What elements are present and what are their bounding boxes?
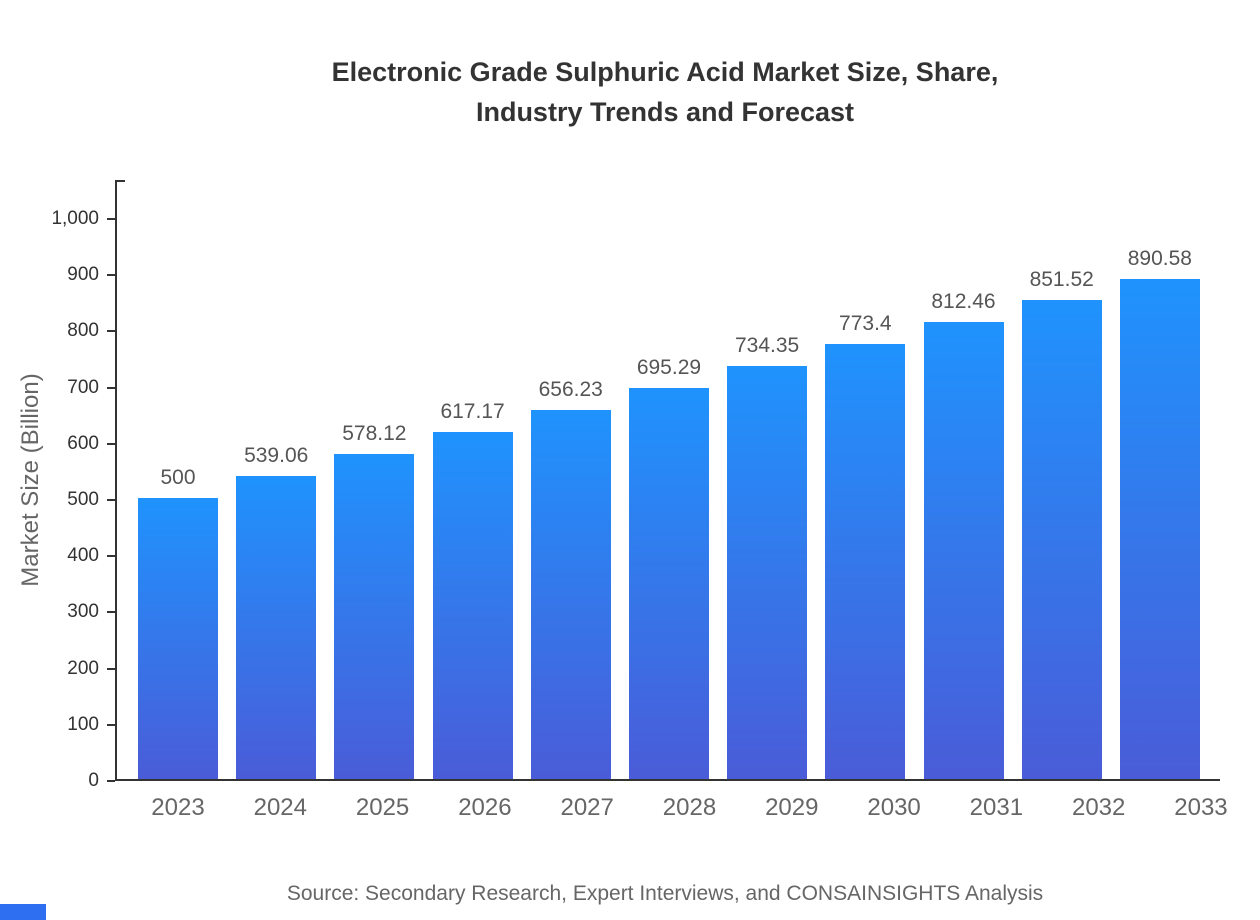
bar-slot: 890.58: [1119, 247, 1200, 779]
bottom-left-accent: [0, 904, 46, 920]
bar-slot: 578.12: [334, 422, 415, 779]
source-note: Source: Secondary Research, Expert Inter…: [286, 882, 1044, 905]
chart-title-line2: Industry Trends and Forecast: [475, 97, 855, 127]
bar: [923, 322, 1004, 779]
chart-title: Electronic Grade Sulphuric Acid Market S…: [80, 52, 1250, 132]
y-tick-label: 500: [67, 489, 99, 510]
y-tick-label: 100: [67, 713, 99, 735]
bar-value-label: 734.35: [735, 334, 800, 358]
bar: [530, 410, 611, 779]
y-tick-mark: [107, 667, 115, 670]
bar-value-label: 812.46: [931, 290, 996, 314]
x-axis-category-label: 2024: [253, 794, 307, 821]
bar: [825, 344, 906, 779]
bar-value-label: 617.17: [440, 400, 505, 424]
bar-slot: 851.52: [1021, 268, 1102, 779]
y-axis-line: [115, 180, 117, 781]
bar-slot: 812.46: [923, 290, 1004, 779]
y-tick-label: 300: [67, 601, 99, 623]
y-tick-mark: [107, 555, 115, 558]
bar-value-label: 890.58: [1127, 246, 1192, 270]
bar-slot: 617.17: [432, 400, 513, 779]
y-tick-mark: [107, 780, 115, 782]
y-tick-mark: [107, 499, 115, 501]
bar-value-label: 773.4: [839, 312, 892, 336]
bar: [727, 366, 808, 779]
bar-value-label: 656.23: [538, 378, 603, 402]
chart-title-line1: Electronic Grade Sulphuric Acid Market S…: [331, 57, 999, 87]
bar-value-label: 695.29: [636, 356, 702, 380]
x-axis-category-label: 2023: [151, 794, 205, 821]
bar-slot: 539.06: [236, 444, 317, 779]
bar-value-label: 851.52: [1029, 268, 1094, 292]
y-tick-mark: [107, 723, 115, 726]
y-tick-label: 900: [67, 264, 99, 286]
x-axis-category-label: 2026: [458, 794, 512, 821]
plot-area: 0 100 200 300 400 500 600 700 800 900 1,000 500 539…: [51, 180, 1220, 791]
bar-value-label: 539.06: [244, 444, 309, 468]
x-axis-category-label: 2025: [355, 794, 410, 821]
y-tick-label: 400: [67, 545, 99, 567]
y-tick-label: 600: [67, 432, 99, 454]
bar: [628, 388, 709, 779]
y-tick-mark: [107, 386, 115, 389]
x-axis-category-label: 2028: [662, 794, 717, 821]
bar-value-label: 578.12: [342, 422, 407, 446]
bar-slot: 656.23: [530, 378, 611, 779]
y-tick-label: 700: [67, 376, 99, 398]
y-tick-mark: [107, 218, 115, 220]
bar: [236, 476, 317, 779]
x-axis-line: [115, 779, 1220, 781]
x-axis-category-label: 2033: [1174, 794, 1228, 821]
bar: [138, 498, 218, 779]
bar-slot: 773.4: [825, 312, 906, 779]
y-tick-label: 200: [67, 657, 99, 679]
y-tick-mark: [107, 330, 115, 333]
x-axis-category-label: 2031: [969, 794, 1024, 821]
bar: [334, 454, 415, 779]
bar-slot: 500: [138, 466, 218, 779]
bar: [1119, 278, 1200, 779]
bar-slot: 734.35: [727, 334, 808, 779]
y-tick-label: 800: [67, 320, 99, 342]
y-tick-mark: [107, 274, 115, 277]
bars-container: 500 539.06 578.12 617.17 656.23 695.29 734.35 7…: [117, 180, 1220, 779]
y-tick-label: 1,000: [51, 208, 99, 229]
y-tick-label: 0: [88, 770, 99, 791]
x-axis-category-label: 2029: [765, 794, 819, 821]
bar-slot: 695.29: [628, 356, 709, 779]
y-tick-mark: [107, 442, 115, 445]
bar-value-label: 500: [160, 466, 196, 489]
bar: [432, 432, 513, 779]
y-tick-mark: [107, 611, 115, 614]
x-axis-labels: 2023 2024 2025 2026 2027 2028 2029 2030 2031 2032…: [117, 794, 1260, 822]
x-axis-category-label: 2032: [1071, 794, 1126, 821]
bar: [1021, 300, 1102, 779]
y-axis-cap: [115, 180, 125, 182]
x-axis-category-label: 2030: [867, 794, 921, 821]
x-axis-category-label: 2027: [560, 794, 614, 821]
